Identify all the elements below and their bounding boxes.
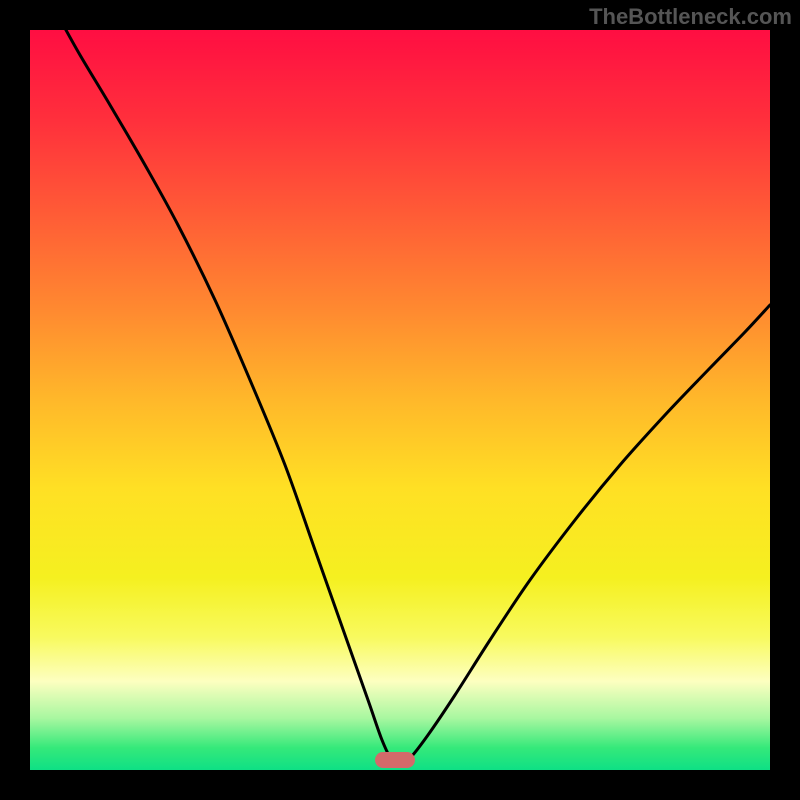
optimal-marker	[375, 752, 415, 768]
watermark-text: TheBottleneck.com	[589, 4, 792, 30]
chart-stage: TheBottleneck.com	[0, 0, 800, 800]
gradient-plot-area	[30, 30, 770, 770]
chart-svg	[0, 0, 800, 800]
